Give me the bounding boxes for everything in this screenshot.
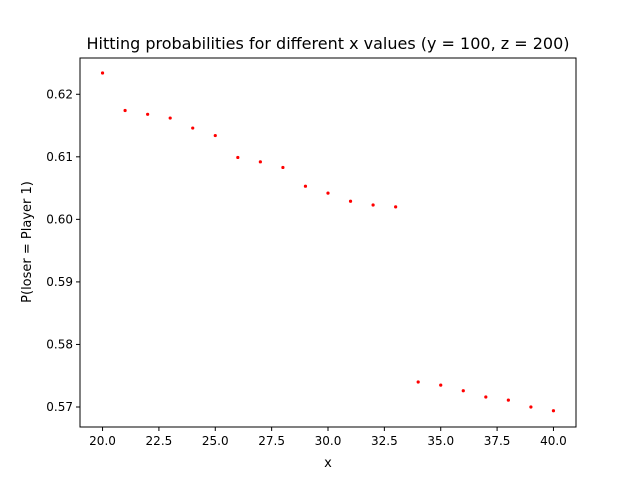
y-axis-label: P(loser = Player 1) xyxy=(20,181,35,303)
plot-frame xyxy=(79,57,577,428)
data-point xyxy=(146,112,150,116)
data-point xyxy=(348,199,353,203)
data-point xyxy=(506,398,510,402)
data-point xyxy=(236,155,240,160)
data-point xyxy=(303,184,308,188)
x-tick-label: 20.0 xyxy=(89,434,116,448)
data-point xyxy=(394,205,398,209)
x-tick-label: 25.0 xyxy=(202,434,229,448)
x-axis-ticks: 20.0 22.5 25.0 27.5 30.0 32.5 35.0 37.5 40.0 xyxy=(89,427,567,448)
y-tick-label: 0.61 xyxy=(46,150,73,164)
x-tick-label: 35.0 xyxy=(427,434,454,448)
data-point xyxy=(258,160,262,164)
y-tick-label: 0.62 xyxy=(46,87,73,101)
x-tick-label: 32.5 xyxy=(371,434,398,448)
data-point xyxy=(326,191,330,195)
data-point xyxy=(191,126,195,130)
y-tick-label: 0.57 xyxy=(46,400,73,414)
data-point xyxy=(416,380,420,384)
x-tick-label: 40.0 xyxy=(540,434,567,448)
data-point xyxy=(439,383,443,387)
y-tick-label: 0.59 xyxy=(46,275,73,289)
data-point xyxy=(168,116,172,120)
data-point xyxy=(281,165,285,170)
data-point xyxy=(551,409,556,413)
x-tick-label: 30.0 xyxy=(315,434,342,448)
x-tick-label: 27.5 xyxy=(258,434,285,448)
data-point xyxy=(213,133,217,138)
data-point xyxy=(371,203,375,207)
x-tick-label: 37.5 xyxy=(484,434,511,448)
y-axis-ticks: 0.57 0.58 0.59 0.60 0.61 0.62 xyxy=(46,87,80,414)
x-tick-label: 22.5 xyxy=(146,434,173,448)
x-axis-label: x xyxy=(324,456,332,471)
y-tick-label: 0.58 xyxy=(46,337,73,351)
y-tick-label: 0.60 xyxy=(46,212,73,226)
data-point xyxy=(123,108,127,113)
chart-title: Hitting probabilities for different x va… xyxy=(86,34,569,53)
data-points xyxy=(100,71,556,413)
data-point xyxy=(100,71,105,75)
data-point xyxy=(484,395,488,399)
data-point xyxy=(529,405,533,409)
data-point xyxy=(461,389,465,393)
